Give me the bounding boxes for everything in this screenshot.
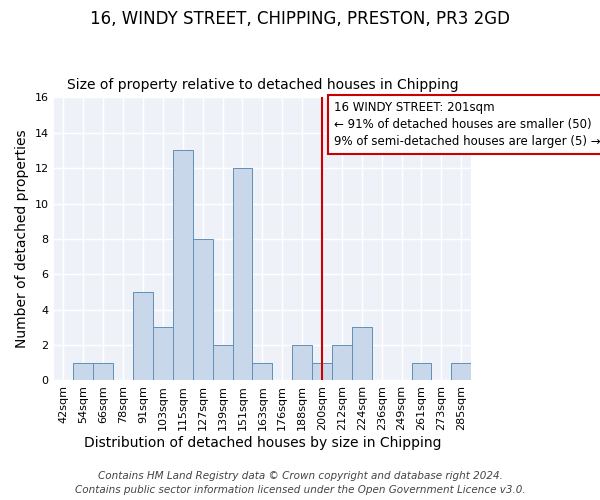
Bar: [451, 363, 471, 380]
Bar: [94, 363, 113, 380]
Text: 16 WINDY STREET: 201sqm
← 91% of detached houses are smaller (50)
9% of semi-det: 16 WINDY STREET: 201sqm ← 91% of detache…: [334, 101, 600, 148]
Bar: [332, 345, 352, 380]
Bar: [193, 239, 212, 380]
X-axis label: Distribution of detached houses by size in Chipping: Distribution of detached houses by size …: [83, 436, 441, 450]
Bar: [312, 363, 332, 380]
Bar: [153, 328, 173, 380]
Bar: [133, 292, 153, 380]
Bar: [352, 328, 372, 380]
Title: Size of property relative to detached houses in Chipping: Size of property relative to detached ho…: [67, 78, 458, 92]
Bar: [173, 150, 193, 380]
Bar: [253, 363, 272, 380]
Bar: [212, 345, 233, 380]
Bar: [292, 345, 312, 380]
Text: 16, WINDY STREET, CHIPPING, PRESTON, PR3 2GD: 16, WINDY STREET, CHIPPING, PRESTON, PR3…: [90, 10, 510, 28]
Text: Contains HM Land Registry data © Crown copyright and database right 2024.
Contai: Contains HM Land Registry data © Crown c…: [74, 471, 526, 495]
Bar: [412, 363, 431, 380]
Y-axis label: Number of detached properties: Number of detached properties: [15, 130, 29, 348]
Bar: [233, 168, 253, 380]
Bar: [73, 363, 94, 380]
